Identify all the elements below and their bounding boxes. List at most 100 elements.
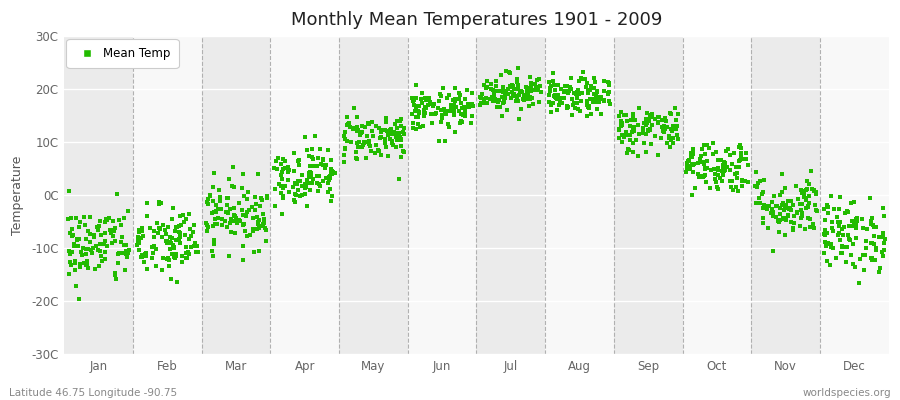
Point — [778, 207, 792, 214]
Point — [765, 199, 779, 205]
Point — [670, 136, 685, 142]
Point — [277, 165, 292, 171]
Point — [620, 118, 634, 124]
Point — [271, 155, 285, 161]
Point — [666, 123, 680, 130]
Point — [832, 206, 846, 212]
Point — [238, 228, 252, 234]
Point — [507, 93, 521, 99]
Point — [108, 225, 122, 231]
Point — [357, 140, 372, 146]
Point — [365, 132, 380, 139]
Point — [688, 185, 702, 192]
Point — [864, 218, 878, 224]
Point — [521, 92, 535, 99]
Point — [567, 100, 581, 106]
Point — [844, 252, 859, 258]
Point — [378, 119, 392, 126]
Point — [444, 106, 458, 113]
Point — [88, 243, 103, 249]
Point — [173, 234, 187, 240]
Point — [801, 215, 815, 222]
Point — [462, 104, 476, 110]
Point — [328, 169, 342, 176]
Point — [518, 92, 532, 98]
Point — [829, 255, 843, 262]
Point — [116, 242, 130, 248]
Point — [266, 165, 281, 171]
Point — [372, 148, 386, 154]
Point — [94, 252, 109, 259]
Point — [412, 109, 427, 116]
Point — [713, 175, 727, 181]
Point — [612, 112, 626, 119]
Point — [760, 225, 775, 232]
Point — [503, 84, 517, 90]
Point — [690, 160, 705, 166]
Point — [496, 88, 510, 94]
Point — [695, 146, 709, 152]
Point — [527, 87, 542, 94]
Point — [795, 213, 809, 220]
Point — [718, 160, 733, 166]
Point — [276, 156, 291, 162]
Point — [179, 250, 194, 256]
Point — [62, 258, 77, 265]
Point — [65, 225, 79, 232]
Point — [573, 98, 588, 104]
Point — [869, 224, 884, 230]
Point — [377, 139, 392, 145]
Point — [338, 144, 352, 151]
Point — [770, 202, 784, 209]
Point — [670, 110, 685, 117]
Point — [473, 102, 488, 108]
Point — [350, 124, 365, 130]
Point — [109, 276, 123, 282]
Point — [750, 184, 764, 190]
Point — [727, 150, 742, 156]
Point — [867, 224, 881, 230]
Point — [322, 174, 337, 180]
Point — [682, 157, 697, 164]
Point — [546, 82, 561, 88]
Point — [108, 238, 122, 244]
Point — [840, 244, 854, 250]
Point — [591, 94, 606, 100]
Point — [98, 256, 112, 262]
Point — [669, 126, 683, 132]
Point — [852, 280, 867, 286]
Point — [95, 258, 110, 264]
Point — [558, 87, 572, 94]
Point — [771, 218, 786, 224]
Point — [464, 90, 479, 96]
Point — [184, 244, 199, 250]
Point — [430, 104, 445, 111]
Point — [66, 232, 80, 238]
Point — [821, 239, 835, 246]
Point — [648, 116, 662, 122]
Point — [105, 227, 120, 233]
Point — [655, 117, 670, 123]
Point — [384, 128, 399, 134]
Point — [652, 114, 666, 120]
Point — [511, 116, 526, 123]
Point — [546, 93, 561, 100]
Point — [590, 88, 604, 94]
Point — [409, 126, 423, 132]
Point — [563, 84, 578, 91]
Point — [844, 200, 859, 206]
Point — [414, 100, 428, 106]
Point — [711, 186, 725, 192]
Point — [92, 223, 106, 229]
Point — [735, 183, 750, 189]
Point — [248, 201, 263, 207]
Point — [355, 122, 369, 129]
Point — [452, 96, 466, 102]
Point — [686, 147, 700, 154]
Point — [553, 102, 567, 108]
Point — [223, 220, 238, 226]
Point — [524, 84, 538, 90]
Point — [117, 267, 131, 274]
Point — [257, 224, 272, 231]
Point — [686, 146, 700, 152]
